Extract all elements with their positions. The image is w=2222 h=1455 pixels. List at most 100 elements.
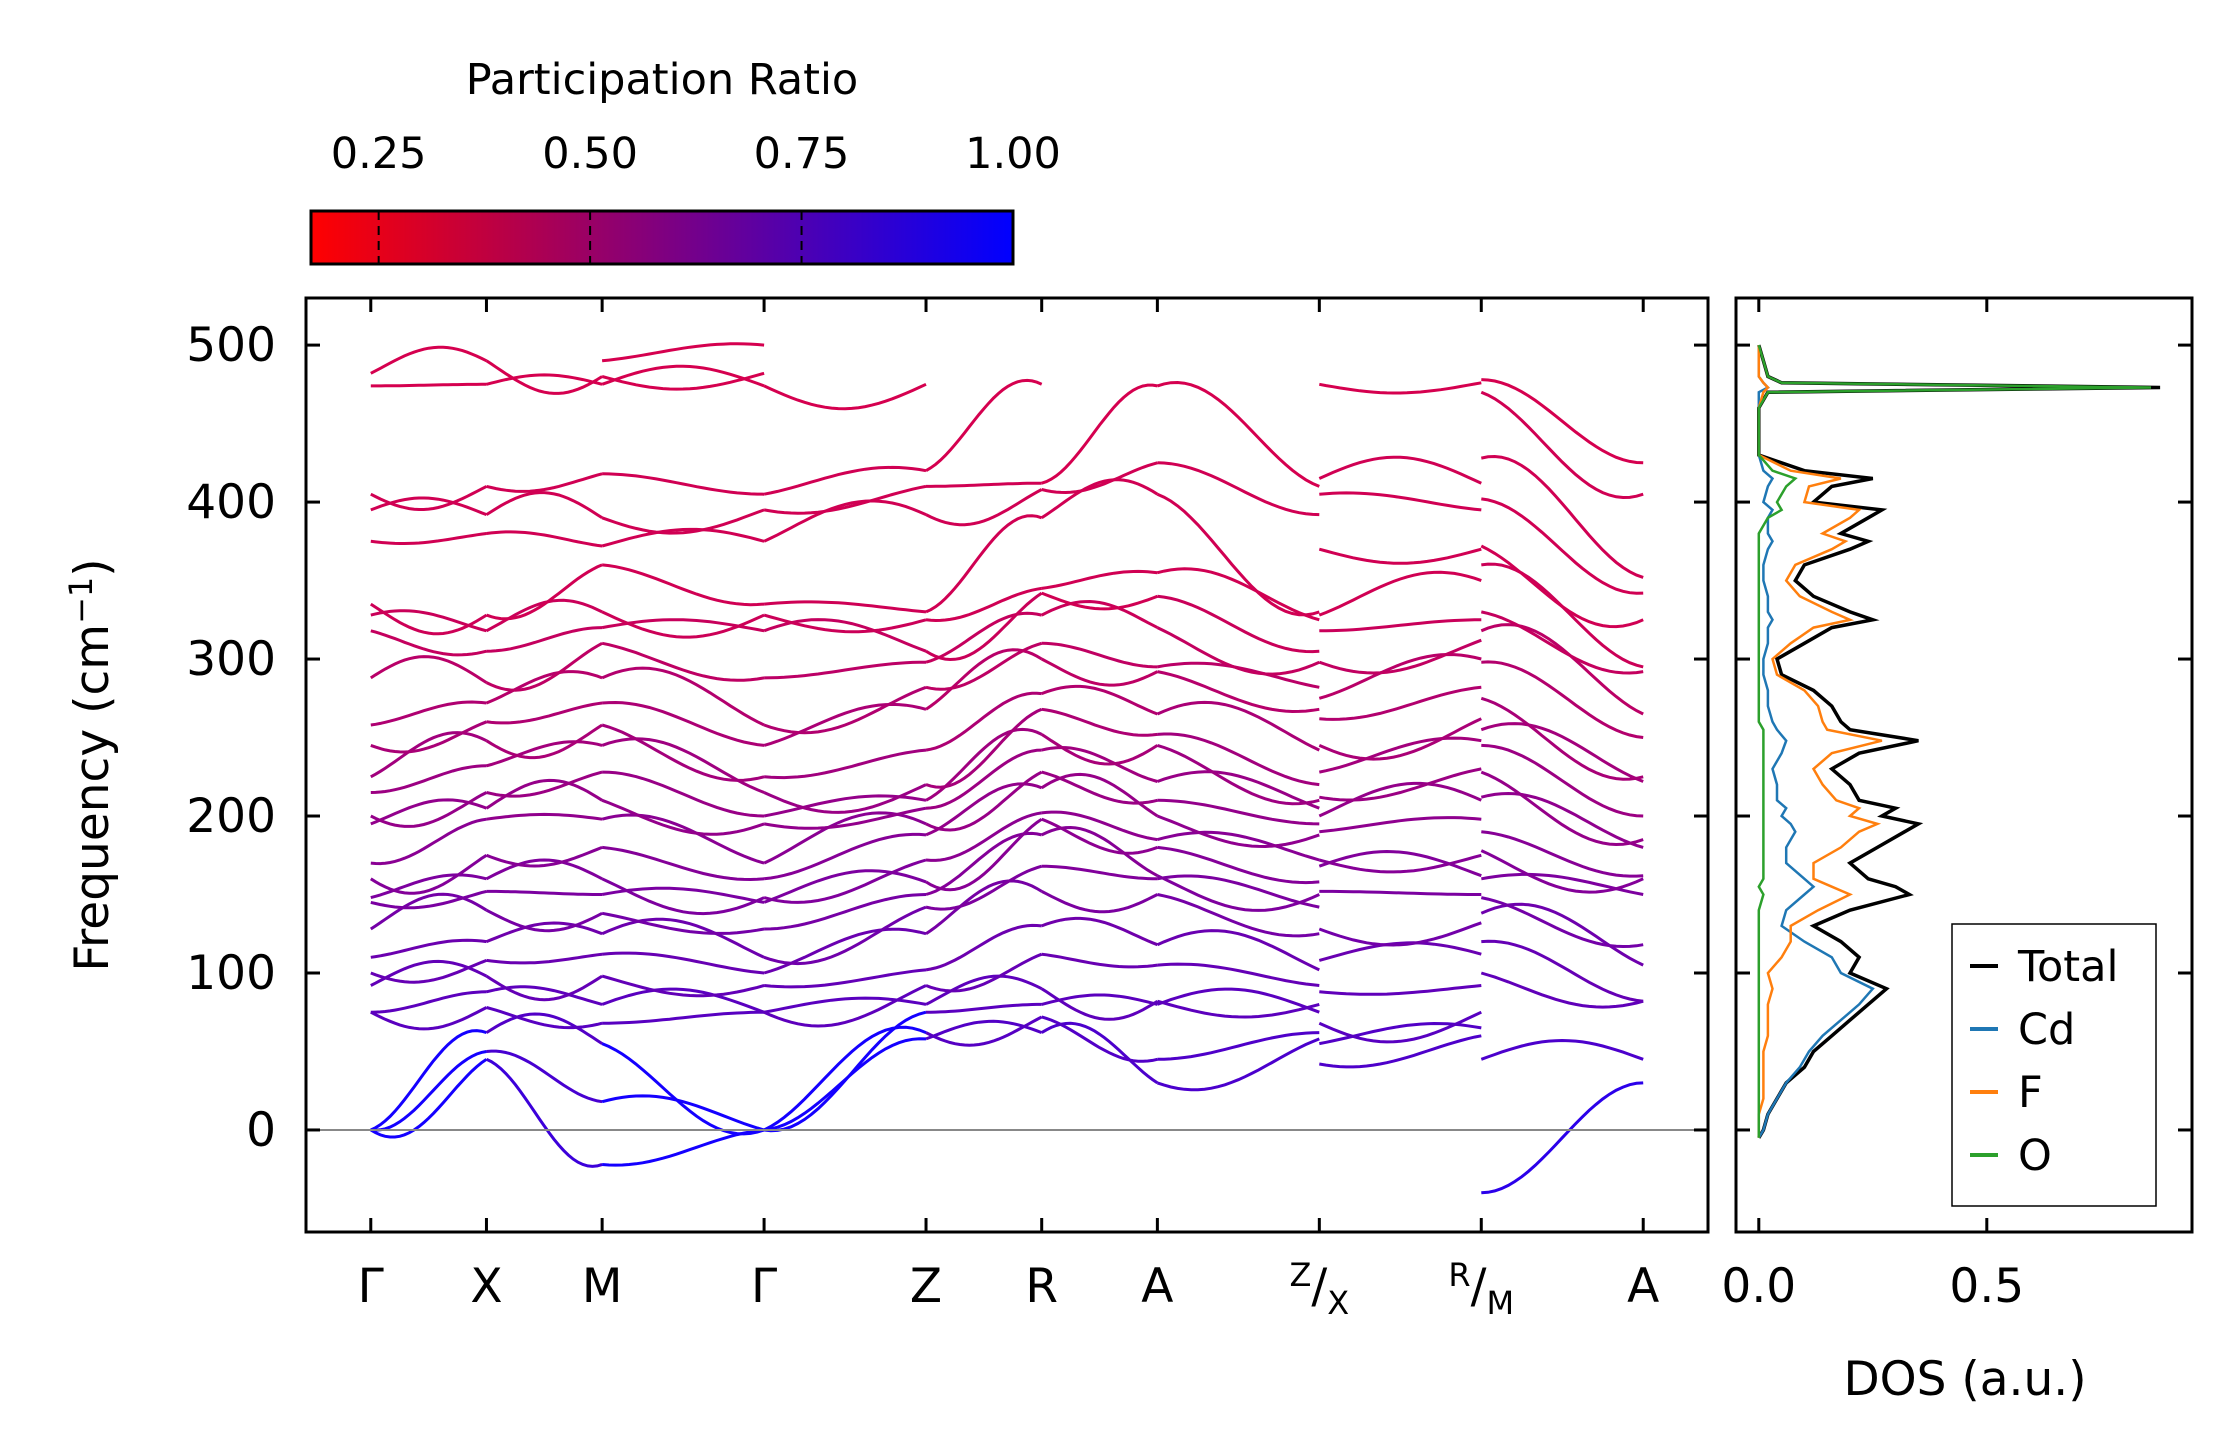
band-line xyxy=(370,817,487,866)
band-line xyxy=(601,508,765,535)
band-line xyxy=(370,1029,487,1132)
band-line xyxy=(763,869,927,904)
band-line xyxy=(925,748,1042,810)
band-line xyxy=(1157,461,1320,517)
band-line xyxy=(1041,599,1159,629)
band-line xyxy=(925,586,1042,623)
legend-label: Total xyxy=(2017,942,2118,992)
band-line xyxy=(370,873,487,900)
dos-x-axis-label: DOS (a.u.) xyxy=(1843,1352,2086,1407)
band-line xyxy=(925,514,1043,614)
band-line xyxy=(1041,1015,1158,1063)
band-line xyxy=(1318,921,1482,947)
band-line xyxy=(1480,722,1644,783)
band-line xyxy=(1157,874,1320,909)
band-line xyxy=(763,1010,927,1133)
band-line xyxy=(1480,971,1644,1009)
band-line xyxy=(370,990,487,1014)
colorbar-frame xyxy=(309,209,1015,266)
band-line xyxy=(1480,623,1644,716)
band-line xyxy=(763,984,927,1028)
band-line xyxy=(763,858,927,904)
band-line xyxy=(1480,896,1644,949)
band-line xyxy=(1480,696,1644,781)
band-line xyxy=(485,723,603,760)
x-tick-label: Z/X xyxy=(1289,1256,1349,1322)
band-line xyxy=(1481,1081,1644,1195)
band-line xyxy=(601,342,765,363)
colorbar: Participation Ratio 0.25 0.50 0.75 1.00 xyxy=(309,55,1061,266)
band-line xyxy=(601,666,765,727)
y-axis-label: Frequency (cm−1) xyxy=(62,558,120,971)
band-line xyxy=(925,879,1043,935)
band-line xyxy=(925,811,1042,862)
band-line xyxy=(1040,1021,1159,1085)
band-line xyxy=(1318,736,1482,774)
band-line xyxy=(370,485,488,511)
band-line xyxy=(485,908,603,933)
band-line xyxy=(370,854,488,895)
band-line xyxy=(1318,547,1482,565)
band-line xyxy=(1041,383,1158,485)
band-line xyxy=(370,1050,487,1132)
band-line xyxy=(486,1006,603,1030)
legend-label: O xyxy=(2018,1131,2052,1181)
band-line xyxy=(1041,591,1158,611)
band-line xyxy=(1319,381,1482,395)
band-line xyxy=(1480,1038,1644,1061)
band-line xyxy=(1041,641,1158,669)
band-line xyxy=(602,472,765,496)
band-line xyxy=(485,359,603,395)
band-line xyxy=(1157,845,1320,885)
band-line xyxy=(601,1094,765,1132)
band-line xyxy=(601,641,765,682)
band-line xyxy=(601,917,765,959)
legend-label: Cd xyxy=(2018,1005,2075,1055)
band-line xyxy=(1041,770,1158,805)
band-line xyxy=(1041,461,1158,495)
band-line xyxy=(925,952,1043,993)
legend-label: F xyxy=(2018,1068,2043,1118)
band-line xyxy=(1481,378,1644,465)
band-line xyxy=(1481,497,1644,595)
band-line xyxy=(1040,657,1159,687)
dos-axes-frame xyxy=(1734,296,2194,1234)
band-line xyxy=(1156,999,1320,1019)
band-line xyxy=(601,798,765,836)
band-line xyxy=(763,1025,927,1132)
band-line xyxy=(763,465,927,496)
band-line xyxy=(763,783,927,814)
band-line xyxy=(1156,874,1320,912)
band-line xyxy=(601,911,765,935)
band-line xyxy=(370,629,487,657)
band-line xyxy=(370,345,488,375)
band-line xyxy=(1480,610,1644,675)
colorbar-gradient xyxy=(311,211,1013,264)
dos-x-tick-label: 0.5 xyxy=(1949,1259,2024,1314)
x-tick-label: Z xyxy=(910,1259,942,1314)
x-tick-label: A xyxy=(1627,1259,1659,1314)
band-line xyxy=(601,610,765,639)
x-tick-label: R xyxy=(1025,1259,1058,1314)
band-line xyxy=(1041,952,1158,969)
band-line xyxy=(925,782,1043,837)
dos-legend: Total Cd FO xyxy=(1951,923,2157,1207)
dos-x-tick-label: 0.0 xyxy=(1721,1259,1796,1314)
band-line xyxy=(763,382,927,411)
dos-axes: 0.0 0.5 DOS (a.u.) Total Cd FO xyxy=(1721,296,2194,1407)
band-line xyxy=(763,1037,927,1132)
y-tick-label: 100 xyxy=(186,946,276,1001)
y-tick-label: 300 xyxy=(186,632,276,687)
band-line xyxy=(1318,853,1482,874)
band-line xyxy=(1040,478,1159,520)
band-line xyxy=(1156,380,1320,488)
band-line xyxy=(763,748,927,780)
dos-line-o xyxy=(1757,344,2152,1138)
band-line xyxy=(1157,732,1320,787)
band-line xyxy=(485,921,603,943)
band-line xyxy=(370,532,487,545)
band-line xyxy=(485,858,603,881)
band-line xyxy=(1157,661,1320,689)
band-line xyxy=(1157,893,1320,938)
band-line xyxy=(1481,939,1644,1003)
